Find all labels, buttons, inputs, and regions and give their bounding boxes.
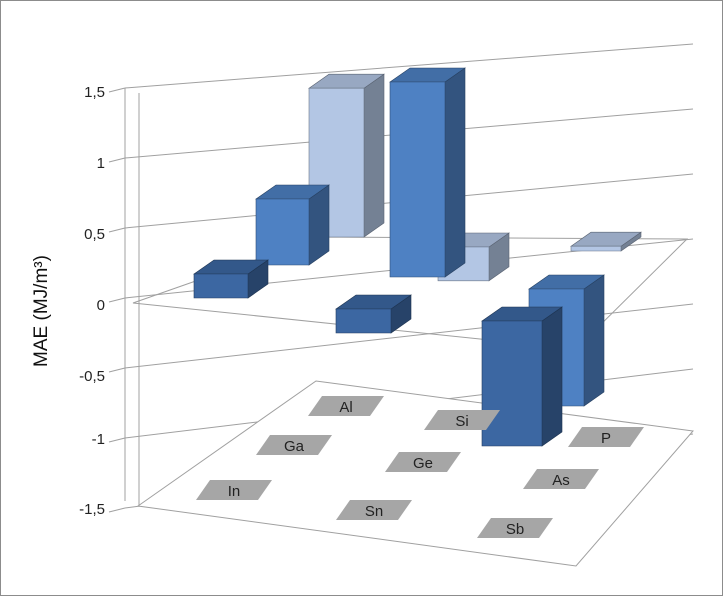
bar-Ge [389, 67, 466, 278]
bar-side [583, 274, 605, 407]
y-tick-label: 1,5 [84, 84, 105, 101]
category-labels: Al Si P Ga Ge As In Sn Sb [196, 396, 644, 538]
y-tick-label: 1 [97, 155, 105, 172]
category-label: Sn [365, 503, 383, 520]
bar-Sn [335, 294, 412, 334]
tick-mark [108, 157, 126, 163]
bar-Sb [481, 306, 563, 447]
category-label-bg [385, 452, 461, 472]
y-tick-label: -0,5 [79, 368, 105, 385]
tick-mark [108, 507, 126, 513]
gridline [124, 43, 694, 89]
bar-side [444, 67, 466, 278]
y-tick-label: 0,5 [84, 226, 105, 243]
y-axis: 1,5 1 0,5 0 -0,5 -1 -1,5 MAE (MJ/m³) [31, 84, 105, 518]
floor-plane [136, 380, 694, 567]
category-label: Si [455, 413, 468, 430]
category-label-bg [523, 469, 599, 489]
bar-P [570, 231, 642, 252]
bar-side [363, 73, 385, 238]
bar-front [389, 81, 446, 278]
category-label-bg [477, 518, 553, 538]
category-label-bg [256, 435, 332, 455]
category-label-bg [336, 500, 412, 520]
tick-mark [108, 227, 126, 233]
category-label: Ga [284, 438, 305, 455]
y-tick-label: -1 [92, 431, 105, 448]
category-label-bg [568, 427, 644, 447]
bar-front [193, 273, 249, 299]
y-tick-label: 0 [97, 297, 105, 314]
category-label: Al [339, 399, 352, 416]
tick-mark [108, 367, 126, 373]
category-label: As [552, 472, 570, 489]
bar-front [335, 308, 392, 334]
category-label: Ge [413, 455, 433, 472]
category-label-bg [196, 480, 272, 500]
y-axis-title: MAE (MJ/m³) [31, 255, 52, 367]
bars [193, 67, 642, 447]
category-label: In [228, 483, 241, 500]
bar-Ga [255, 184, 330, 266]
tick-mark [108, 437, 126, 443]
tick-mark [108, 87, 126, 93]
tick-mark [108, 297, 126, 303]
bar-front [481, 320, 543, 447]
category-label-bg [424, 410, 500, 430]
bar-side [541, 306, 563, 447]
bar-front [570, 245, 622, 252]
category-label-bg [308, 396, 384, 416]
category-label: P [601, 430, 611, 447]
y-tick-label: -1,5 [79, 501, 105, 518]
bar-front [255, 198, 310, 266]
category-label: Sb [506, 521, 524, 538]
bar-In [193, 259, 269, 299]
